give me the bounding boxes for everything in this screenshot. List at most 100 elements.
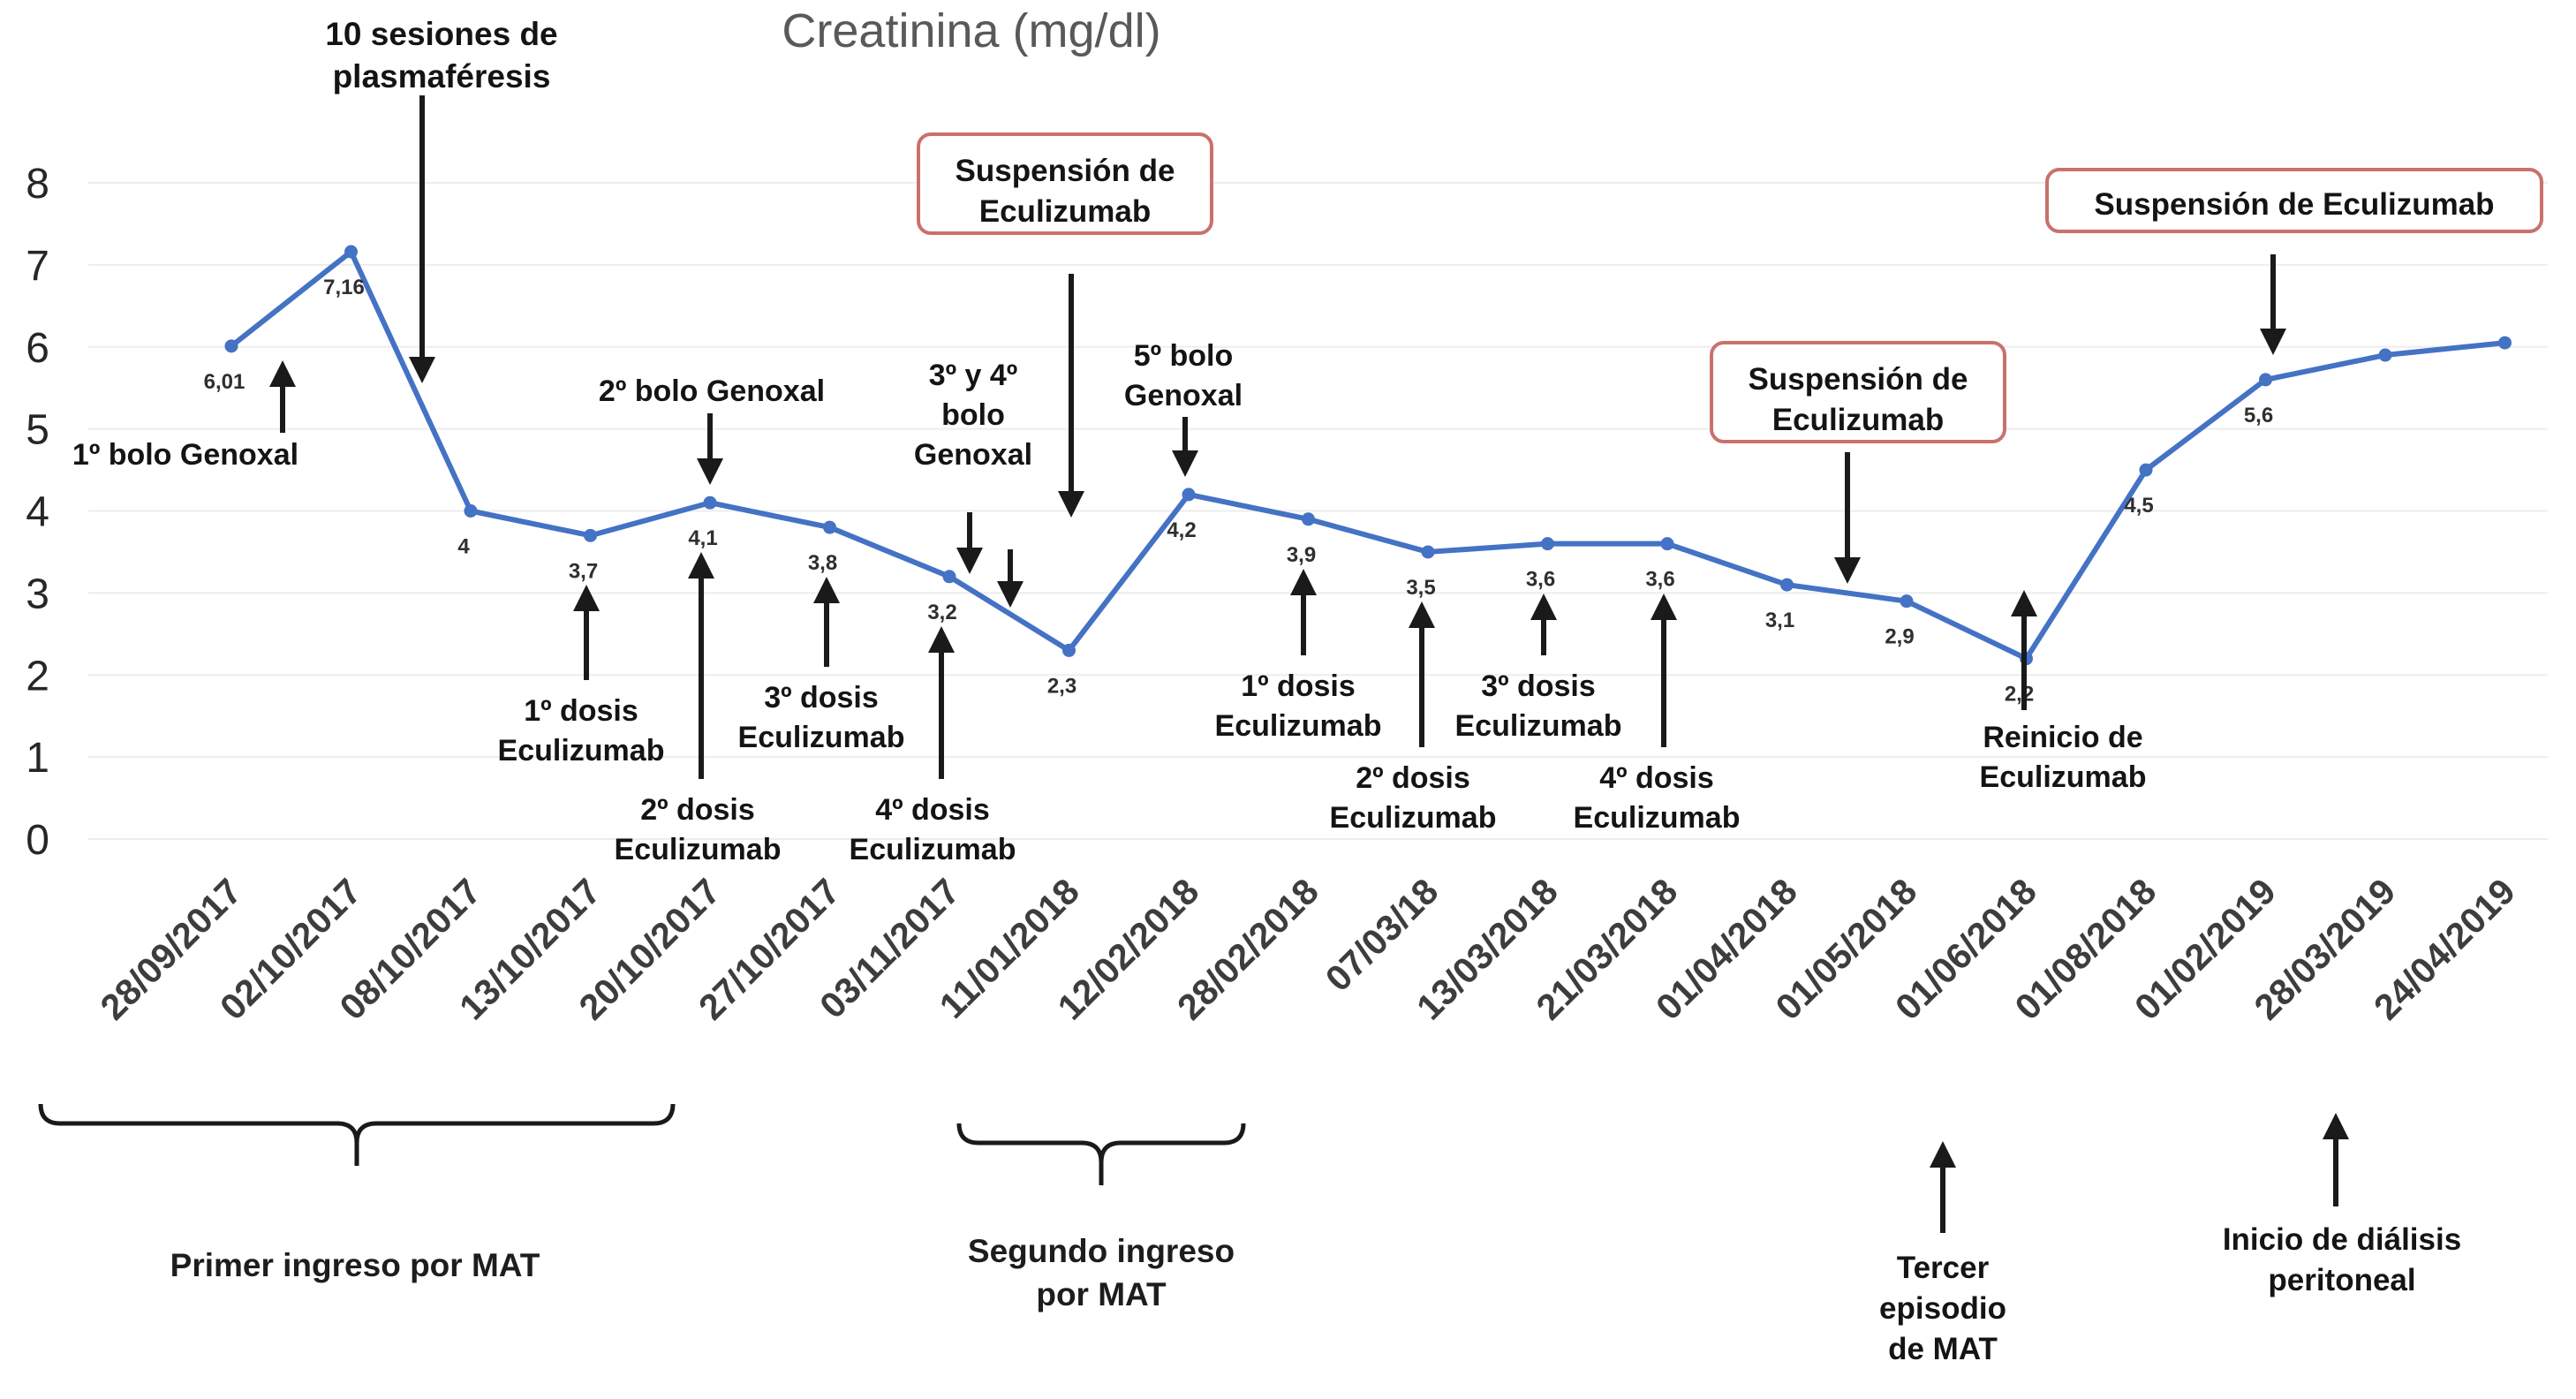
point-label: 4,5	[2124, 494, 2153, 518]
annotation-text: 1º dosis	[524, 694, 638, 728]
annotation-text: de MAT	[1888, 1332, 1998, 1366]
gridlines	[88, 182, 2548, 840]
annotation-text: 2º bolo Genoxal	[599, 374, 825, 408]
annotation-dosis-eculizumab-3b: 3º dosis Eculizumab	[1455, 594, 1622, 743]
y-tick-label: 7	[26, 243, 49, 290]
annotation-text: 3º y 4º	[929, 359, 1017, 392]
point-label: 3,9	[1287, 543, 1316, 567]
annotation-text: peritoneal	[2268, 1263, 2415, 1297]
data-point	[344, 245, 358, 259]
data-point	[1541, 537, 1554, 551]
annotation-text: Reinicio de	[1983, 721, 2142, 754]
annotation-text: Eculizumab	[850, 833, 1016, 866]
point-label: 3,1	[1765, 609, 1794, 632]
y-tick-label: 0	[26, 817, 49, 864]
annotation-text: Tercer	[1897, 1251, 1990, 1285]
annotation-dosis-eculizumab-4a: 4º dosis Eculizumab	[850, 626, 1016, 866]
y-tick-label: 1	[26, 735, 49, 782]
annotation-text: Eculizumab	[615, 833, 782, 866]
annotation-text: episodio	[1879, 1291, 2006, 1326]
brace-label: Segundo ingreso	[968, 1233, 1235, 1269]
brace-label: Primer ingreso por MAT	[170, 1247, 540, 1283]
annotation-text: 2º dosis	[1356, 761, 1470, 795]
brace-label: por MAT	[1036, 1276, 1167, 1312]
annotation-text: Genoxal	[914, 438, 1032, 472]
data-point	[224, 339, 238, 353]
annotation-plasmaferesis: 10 sesiones de plasmaféresis	[325, 16, 558, 383]
annotation-text: Eculizumab	[738, 721, 905, 754]
annotation-text: Eculizumab	[1330, 801, 1497, 835]
point-label: 4,2	[1167, 518, 1196, 542]
y-tick-label: 2	[26, 653, 49, 700]
point-label: 3,6	[1645, 568, 1674, 592]
data-points	[224, 245, 2512, 666]
annotation-text: bolo	[941, 398, 1005, 432]
annotation-text: Genoxal	[1124, 379, 1243, 412]
y-tick-label: 3	[26, 571, 49, 617]
brace-primer-ingreso-mat: Primer ingreso por MAT	[38, 1103, 676, 1283]
point-label: 2,3	[1047, 674, 1076, 698]
annotation-text: 1º dosis	[1241, 669, 1356, 703]
brace-segundo-ingreso-mat: Segundo ingreso por MAT	[956, 1123, 1246, 1312]
annotation-tercer-episodio-mat: Tercer episodio de MAT	[1879, 1141, 2006, 1366]
annotation-text: Eculizumab	[979, 194, 1151, 229]
annotation-text: Eculizumab	[1574, 801, 1741, 835]
annotation-text: 4º dosis	[1599, 761, 1714, 795]
point-label: 2,2	[2005, 683, 2034, 707]
point-label: 5,6	[2244, 404, 2273, 427]
data-point	[1302, 512, 1315, 526]
annotation-text: Eculizumab	[1455, 709, 1622, 743]
data-point	[1062, 643, 1076, 657]
annotation-text: 2º dosis	[640, 793, 755, 827]
annotation-bolo-genoxal-3-4: 3º y 4º bolo Genoxal	[914, 359, 1032, 608]
annotation-suspension-eculizumab-1: Suspensión de Eculizumab	[917, 132, 1213, 518]
point-label: 3,8	[808, 551, 837, 575]
annotation-bolo-genoxal-5: 5º bolo Genoxal	[1124, 339, 1243, 477]
data-point	[1182, 488, 1196, 502]
data-point	[942, 570, 956, 584]
annotation-text: 1º bolo Genoxal	[72, 438, 298, 472]
point-label: 4,1	[688, 526, 717, 550]
annotation-dosis-eculizumab-2a: 2º dosis Eculizumab	[615, 552, 782, 866]
point-label: 3,6	[1526, 568, 1555, 592]
data-point	[2259, 373, 2272, 387]
annotation-bolo-genoxal-2: 2º bolo Genoxal	[599, 374, 825, 485]
annotation-box	[2045, 168, 2543, 233]
point-label: 3,5	[1406, 576, 1435, 600]
annotation-box	[917, 132, 1213, 235]
x-axis-tick-labels: 28/09/201702/10/201708/10/201713/10/2017…	[93, 871, 2523, 1028]
annotation-text: Suspensión de Eculizumab	[2094, 187, 2494, 222]
data-point	[584, 528, 597, 542]
annotation-inicio-dialisis-peritoneal: Inicio de diálisis peritoneal	[2223, 1113, 2461, 1297]
creatinine-series-line	[229, 249, 2508, 662]
annotation-text: 3º dosis	[1481, 669, 1596, 703]
data-point	[1421, 545, 1435, 559]
annotation-text: 4º dosis	[875, 793, 990, 827]
data-point	[2139, 463, 2153, 477]
point-label: 3,2	[927, 601, 956, 624]
point-label: 7,16	[323, 276, 365, 299]
annotation-bolo-genoxal-1: 1º bolo Genoxal	[72, 360, 298, 472]
annotation-box	[1710, 341, 2006, 443]
annotation-dosis-eculizumab-1b: 1º dosis Eculizumab	[1215, 569, 1381, 743]
chart-title: Creatinina (mg/dl)	[782, 4, 1161, 57]
annotation-text: Suspensión de	[956, 154, 1175, 188]
annotation-dosis-eculizumab-1a: 1º dosis Eculizumab	[498, 585, 665, 768]
data-point	[2498, 336, 2512, 350]
point-labels: 6,01 7,16 4 3,7 4,1 3,8 3,2 2,3 4,2 3,9 3,5 3,6 3,6 3…	[204, 276, 2274, 707]
annotation-dosis-eculizumab-3a: 3º dosis Eculizumab	[738, 577, 905, 754]
brace-path	[956, 1123, 1246, 1163]
point-label: 3,7	[569, 559, 598, 583]
annotation-text: Eculizumab	[498, 734, 665, 768]
annotation-dosis-eculizumab-2b: 2º dosis Eculizumab	[1330, 601, 1497, 835]
annotation-reinicio-eculizumab: Reinicio de Eculizumab	[1980, 590, 2146, 794]
y-tick-label: 6	[26, 325, 49, 372]
y-tick-label: 4	[26, 489, 49, 536]
data-point	[2378, 348, 2392, 362]
annotation-text: Inicio de diálisis	[2223, 1222, 2461, 1257]
data-point	[703, 495, 717, 510]
data-point	[1900, 594, 1914, 609]
y-tick-label: 5	[26, 407, 49, 454]
